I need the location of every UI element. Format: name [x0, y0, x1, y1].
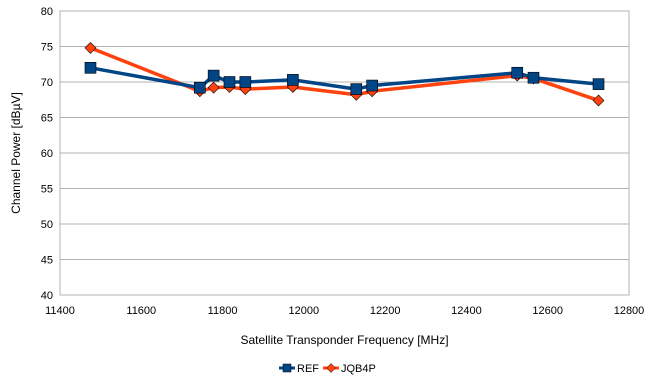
y-tick-label: 60: [41, 148, 53, 160]
legend: REF JQB4P: [279, 363, 376, 375]
y-tick-label: 40: [41, 290, 53, 302]
point-ref: [350, 83, 363, 95]
point-jqb4p: [207, 81, 220, 94]
plot-frame: [59, 10, 630, 296]
y-tick-label: 50: [41, 219, 53, 231]
point-ref: [194, 81, 206, 94]
legend-ref-label: REF: [297, 363, 319, 375]
point-ref: [287, 74, 299, 86]
point-ref: [239, 76, 252, 88]
y-tick-label: 65: [41, 113, 53, 125]
x-tick-label: 11400: [45, 305, 75, 317]
x-tick-label: 12600: [532, 305, 563, 317]
legend-item-jqb4p: JQB4P: [323, 363, 376, 375]
point-ref: [511, 66, 524, 79]
y-tick-label: 45: [41, 255, 53, 267]
point-ref: [366, 79, 378, 92]
point-ref: [592, 78, 605, 90]
y-tick-label: 75: [41, 42, 53, 54]
x-axis-ticks: 11400 11600 11800 12000 12200 12400 12600 12800: [45, 305, 644, 317]
point-jqb4p: [592, 94, 605, 107]
y-axis-title: Channel Power [dBµV]: [9, 92, 23, 214]
x-tick-label: 11600: [126, 305, 156, 317]
y-tick-label: 55: [41, 184, 53, 196]
point-ref: [207, 69, 220, 82]
y-axis-ticks: 40 45 50 55 60 65 70 75 80: [41, 6, 53, 302]
y-tick-label: 80: [41, 6, 53, 18]
legend-item-ref: REF: [279, 363, 319, 375]
legend-jqb4p-label: JQB4P: [341, 363, 376, 375]
legend-jqb4p-marker-swatch: [326, 363, 336, 373]
x-tick-label: 12000: [289, 305, 320, 317]
x-tick-label: 12800: [614, 305, 645, 317]
y-tick-label: 70: [41, 77, 53, 89]
point-jqb4p: [84, 41, 97, 54]
legend-ref-marker-swatch: [282, 363, 292, 373]
point-ref: [223, 76, 236, 88]
x-tick-label: 12200: [370, 305, 401, 317]
point-ref: [84, 61, 97, 74]
x-tick-label: 11800: [208, 305, 238, 317]
series-layer: [84, 41, 605, 107]
x-tick-label: 12400: [451, 305, 482, 317]
x-axis-title: Satellite Transponder Frequency [MHz]: [240, 333, 448, 347]
point-ref: [527, 71, 540, 84]
